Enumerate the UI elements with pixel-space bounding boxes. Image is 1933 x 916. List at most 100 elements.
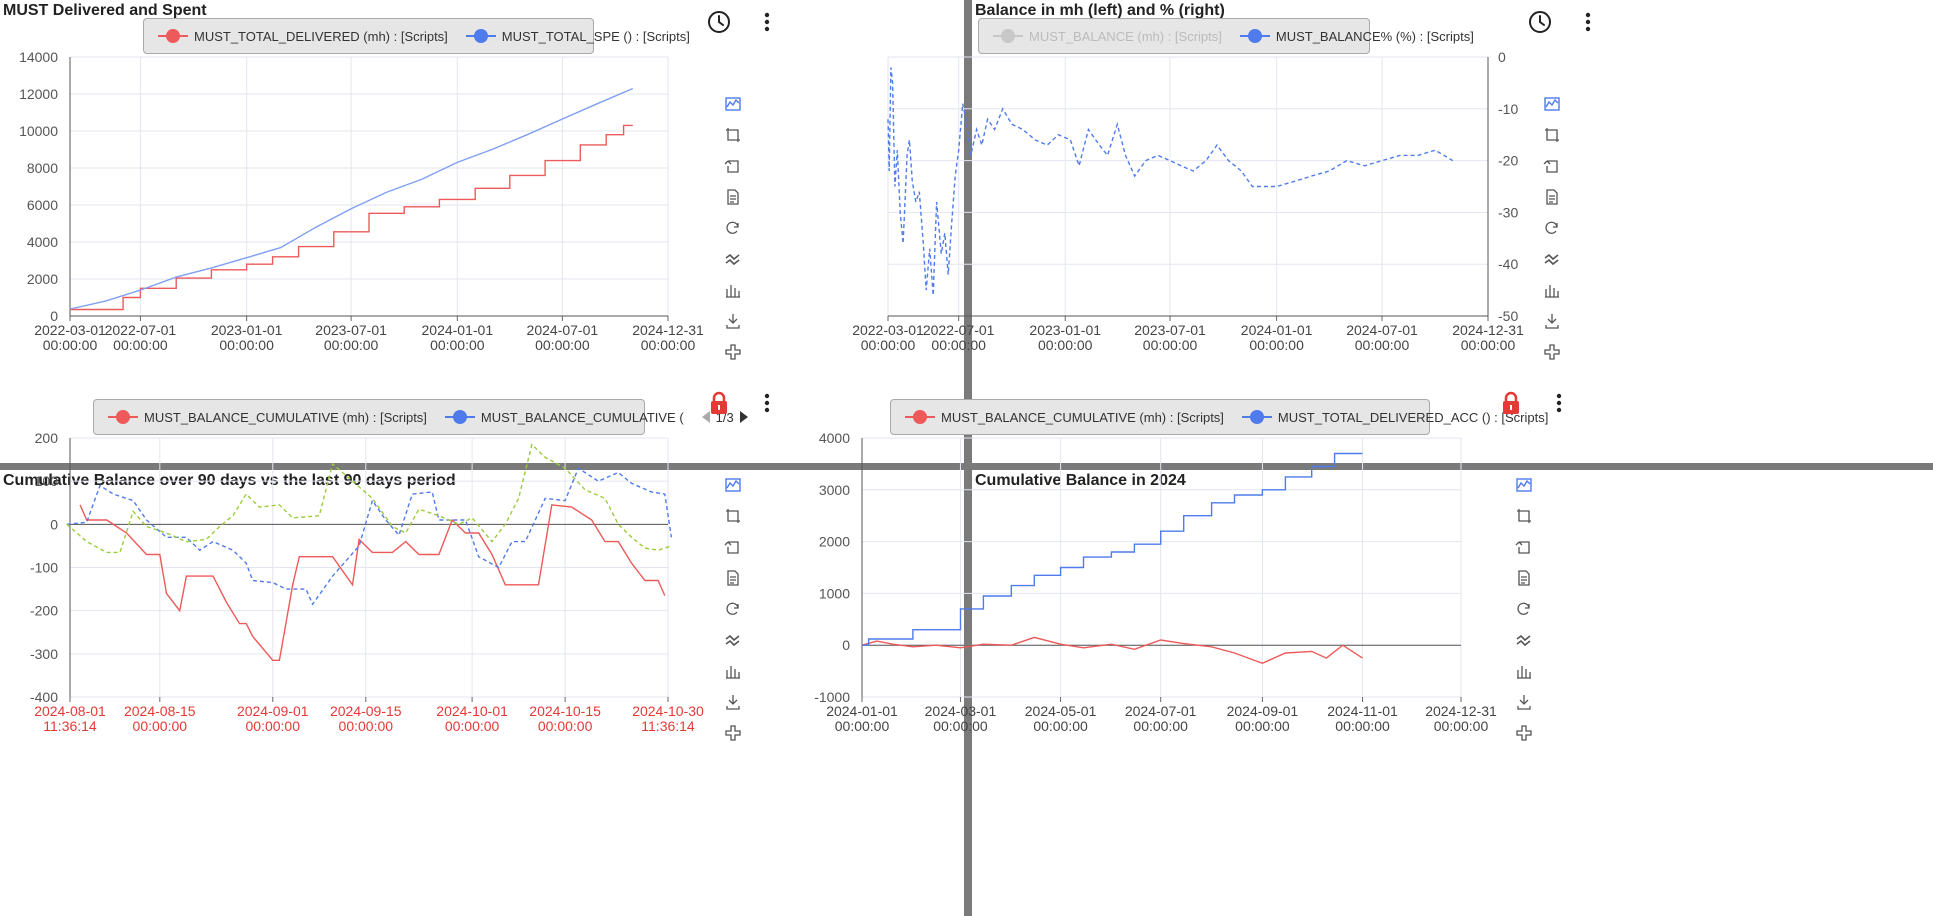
- restore-icon[interactable]: [1539, 212, 1565, 243]
- series-line[interactable]: [861, 636, 1363, 665]
- legend-item[interactable]: MUST_TOTAL_SPE () : [Scripts]: [465, 28, 690, 44]
- series-line[interactable]: [79, 504, 666, 661]
- series-line[interactable]: [70, 124, 633, 311]
- x-tick-label: 00:00:00: [1434, 718, 1489, 734]
- x-tick-label: 2024-10-15: [529, 703, 601, 719]
- y-tick-label: 0: [50, 308, 58, 324]
- download-icon[interactable]: [720, 686, 746, 717]
- chart-panel-1: MUST Delivered and Spent: [0, 0, 964, 463]
- download-icon[interactable]: [1511, 686, 1537, 717]
- zoom-reset-icon[interactable]: [720, 150, 746, 181]
- restore-icon[interactable]: [1511, 593, 1537, 624]
- y-tick-label: -50: [1498, 308, 1518, 324]
- data-view-icon[interactable]: [1539, 181, 1565, 212]
- data-zoom-icon[interactable]: [1539, 88, 1565, 119]
- chart-legend: MUST_BALANCE_CUMULATIVE (mh) : [Scripts]…: [890, 399, 1548, 435]
- legend-marker-icon: [465, 29, 496, 43]
- restore-icon[interactable]: [720, 212, 746, 243]
- line-type-icon[interactable]: [720, 243, 746, 274]
- chart-toolbox: [1511, 469, 1537, 748]
- x-tick-label: 2024-05-01: [1025, 703, 1097, 719]
- x-tick-label: 00:00:00: [246, 718, 301, 734]
- more-options-icon[interactable]: [753, 389, 781, 417]
- series-line[interactable]: [69, 87, 634, 310]
- x-tick-label: 00:00:00: [1335, 718, 1390, 734]
- y-tick-label: -30: [1498, 204, 1518, 220]
- bar-type-icon[interactable]: [1539, 274, 1565, 305]
- bar-type-icon[interactable]: [1511, 655, 1537, 686]
- more-options-icon[interactable]: [753, 8, 781, 36]
- lock-icon[interactable]: [705, 389, 733, 417]
- series-line[interactable]: [66, 467, 673, 606]
- x-tick-label: 2024-09-01: [237, 703, 309, 719]
- expand-icon[interactable]: [1511, 717, 1537, 748]
- x-tick-label: 2023-01-01: [1029, 322, 1101, 338]
- x-tick-label: 2024-11-01: [1327, 703, 1398, 719]
- zoom-reset-icon[interactable]: [1539, 150, 1565, 181]
- bar-type-icon[interactable]: [720, 655, 746, 686]
- zoom-reset-icon[interactable]: [720, 531, 746, 562]
- bar-type-icon[interactable]: [720, 274, 746, 305]
- download-icon[interactable]: [720, 305, 746, 336]
- line-type-icon[interactable]: [1511, 624, 1537, 655]
- legend-item[interactable]: MUST_TOTAL_DELIVERED (mh) : [Scripts]: [158, 29, 448, 44]
- legend-marker-icon: [158, 29, 188, 43]
- x-tick-label: 2023-07-01: [1134, 322, 1206, 338]
- data-zoom-icon[interactable]: [720, 88, 746, 119]
- expand-icon[interactable]: [720, 717, 746, 748]
- more-options-icon[interactable]: [1574, 8, 1602, 36]
- legend-item[interactable]: MUST_TOTAL_DELIVERED_ACC () : [Scripts]: [1241, 410, 1548, 425]
- zoom-select-icon[interactable]: [720, 500, 746, 531]
- more-options-icon[interactable]: [1545, 389, 1573, 417]
- y-tick-label: -100: [30, 560, 58, 576]
- data-zoom-icon[interactable]: [1511, 469, 1537, 500]
- zoom-select-icon[interactable]: [720, 119, 746, 150]
- data-view-icon[interactable]: [720, 562, 746, 593]
- x-tick-label: 00:00:00: [219, 337, 274, 353]
- data-view-icon[interactable]: [720, 181, 746, 212]
- line-type-icon[interactable]: [720, 624, 746, 655]
- y-tick-label: 2000: [819, 534, 850, 550]
- data-zoom-icon[interactable]: [720, 469, 746, 500]
- y-tick-label: 6000: [27, 197, 58, 213]
- x-tick-label: 00:00:00: [1143, 337, 1198, 353]
- series-line[interactable]: [66, 443, 672, 554]
- expand-icon[interactable]: [1539, 336, 1565, 367]
- y-tick-label: -1000: [814, 689, 850, 705]
- legend-item[interactable]: MUST_BALANCE_CUMULATIVE (: [444, 410, 684, 425]
- y-tick-label: 0: [1498, 49, 1506, 65]
- x-tick-label: 2024-08-01: [34, 703, 106, 719]
- download-icon[interactable]: [1539, 305, 1565, 336]
- lock-icon[interactable]: [1497, 389, 1525, 417]
- expand-icon[interactable]: [720, 336, 746, 367]
- y-tick-label: -200: [30, 603, 58, 619]
- restore-icon[interactable]: [720, 593, 746, 624]
- x-tick-label: 00:00:00: [113, 337, 168, 353]
- zoom-select-icon[interactable]: [1511, 500, 1537, 531]
- line-type-icon[interactable]: [1539, 243, 1565, 274]
- x-tick-label: 00:00:00: [445, 718, 500, 734]
- chart-toolbox: [720, 88, 746, 367]
- legend-prev-icon[interactable]: [701, 411, 710, 423]
- zoom-select-icon[interactable]: [1539, 119, 1565, 150]
- legend-item[interactable]: MUST_BALANCE_CUMULATIVE (mh) : [Scripts]: [108, 410, 427, 425]
- legend-item[interactable]: MUST_BALANCE_CUMULATIVE (mh) : [Scripts]: [905, 410, 1224, 425]
- series-line[interactable]: [887, 67, 1454, 296]
- zoom-reset-icon[interactable]: [1511, 531, 1537, 562]
- clock-icon[interactable]: [705, 8, 733, 36]
- data-view-icon[interactable]: [1511, 562, 1537, 593]
- legend-label: MUST_TOTAL_SPE () : [Scripts]: [501, 28, 690, 44]
- y-tick-label: 2000: [27, 271, 58, 287]
- y-tick-label: 8000: [27, 160, 58, 176]
- x-tick-label: 2024-09-15: [330, 703, 402, 719]
- x-tick-label: 2024-12-31: [1452, 322, 1524, 338]
- x-tick-label: 00:00:00: [1235, 718, 1290, 734]
- series-line[interactable]: [862, 452, 1363, 646]
- x-tick-label: 2022-07-01: [105, 322, 177, 338]
- legend-next-icon[interactable]: [739, 411, 748, 423]
- x-tick-label: 2022-03-01: [852, 322, 924, 338]
- clock-icon[interactable]: [1526, 8, 1554, 36]
- legend-item[interactable]: MUST_BALANCE% (%) : [Scripts]: [1239, 29, 1474, 44]
- legend-item[interactable]: MUST_BALANCE (mh) : [Scripts]: [993, 29, 1222, 44]
- x-tick-label: 11:36:14: [43, 718, 97, 734]
